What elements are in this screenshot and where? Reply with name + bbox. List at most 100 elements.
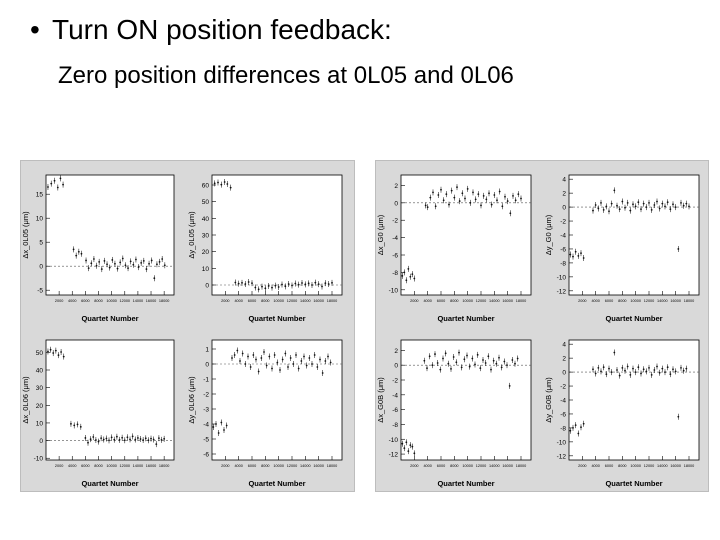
dy-g0b-point-36: [672, 368, 674, 371]
dx-g0b-point-26: [474, 363, 476, 366]
dy-0l06-point-11: [244, 363, 247, 365]
dy-g0-point-28: [650, 208, 653, 211]
dx-g0b-point-27: [476, 353, 479, 356]
dx-0l06-point-3: [54, 349, 57, 352]
dx-0l05-xtick-label-3: 8000: [94, 299, 102, 303]
dy-0l06-xtick-label-2: 6000: [248, 464, 256, 468]
dx-g0b-xtick-label-2: 6000: [437, 464, 445, 468]
dx-g0-ytick-label-4: -2: [392, 218, 398, 225]
dy-0l05-ytick-label-3: 30: [202, 233, 210, 240]
dx-g0-xtick-label-5: 12000: [476, 299, 487, 303]
dx-0l06-xtick-label-1: 4000: [68, 464, 76, 468]
dy-g0b-point-41: [685, 367, 688, 370]
dy-g0-point-14: [613, 189, 616, 192]
dy-g0b-ytick-label-2: -8: [560, 425, 566, 432]
dx-0l05-xtick-label-2: 6000: [81, 299, 89, 303]
dx-0l05-xtick-label-5: 12000: [119, 299, 130, 303]
dx-0l05-ytick-label-1: 0: [39, 264, 43, 271]
dx-g0-point-37: [504, 195, 506, 198]
dy-g0b-frame: [568, 339, 700, 461]
dx-g0-point-24: [469, 201, 472, 204]
dy-g0b-point-40: [682, 369, 685, 372]
dx-0l06-xtick-label-8: 18000: [159, 464, 170, 468]
dy-0l05-point-25: [297, 283, 300, 286]
dy-g0b-point-29: [653, 369, 656, 371]
dy-0l05-ytick-label-1: 10: [202, 266, 210, 273]
dy-g0b-ytick-label-0: -12: [557, 453, 567, 460]
dx-g0b-point-0: [401, 442, 404, 445]
dx-g0-ytick-label-6: 2: [394, 183, 398, 190]
dy-g0b-point-11: [605, 373, 608, 376]
dy-0l05-point-34: [327, 283, 330, 285]
dy-g0-point-11: [605, 205, 608, 208]
dy-0l06-point-5: [225, 424, 228, 427]
dx-g0-point-5: [411, 273, 414, 276]
dy-0l05-point-15: [264, 287, 267, 290]
dy-0l06-point-28: [289, 357, 292, 359]
dx-g0b-point-41: [514, 362, 516, 365]
dx-0l05-point-5: [62, 183, 64, 186]
dy-g0b-point-12: [608, 367, 610, 370]
dy-0l06-xtick-label-4: 10000: [273, 464, 284, 468]
dy-0l05-xtick-label-6: 14000: [300, 299, 311, 303]
dx-0l06-frame: [45, 339, 175, 461]
dy-0l05-point-35: [331, 281, 333, 284]
dx-0l06-xtick-label-5: 12000: [119, 464, 130, 468]
dy-g0b-point-34: [666, 366, 669, 369]
dy-g0-point-36: [672, 203, 674, 206]
dx-g0b-point-33: [492, 359, 495, 362]
dy-0l06-point-12: [247, 355, 249, 358]
dx-0l05-point-11: [87, 267, 90, 270]
dx-g0-point-35: [498, 190, 501, 193]
dy-0l06-point-19: [265, 364, 268, 367]
dy-0l05-point-28: [307, 282, 310, 285]
dx-0l05-point-19: [108, 266, 111, 269]
dy-g0-point-20: [629, 209, 632, 212]
dy-0l06-point-41: [324, 360, 327, 362]
dy-0l06-point-20: [268, 355, 271, 358]
dx-g0b-point-30: [484, 362, 487, 364]
dy-0l06-point-32: [300, 360, 303, 362]
dy-0l06-xtick-label-1: 4000: [234, 464, 242, 468]
dy-g0b-point-4: [580, 426, 582, 429]
dx-g0-xtick-label-3: 8000: [450, 299, 458, 303]
dx-g0b-xtick-label-4: 10000: [462, 464, 473, 468]
dx-g0-point-14: [442, 199, 445, 202]
dx-g0-ytick-label-5: 0: [394, 200, 398, 207]
dx-0l05-xtick-label-8: 18000: [159, 299, 170, 303]
dx-g0-point-27: [477, 193, 480, 196]
dx-0l06-point-14: [92, 436, 95, 438]
dx-g0b-point-12: [436, 362, 439, 364]
dy-0l06-point-30: [295, 354, 297, 356]
dy-0l05-point-32: [321, 285, 323, 288]
dx-0l06-ytick-label-3: 20: [36, 403, 44, 410]
dy-0l06-point-6: [231, 357, 233, 359]
dy-0l06-ytick-label-5: -1: [203, 377, 209, 384]
dy-0l05-point-14: [261, 285, 263, 288]
dy-0l06-point-7: [233, 354, 236, 356]
slide-title: • Turn ON position feedback:: [30, 14, 392, 46]
dy-0l05-point-20: [281, 283, 283, 286]
dy-g0-point-5: [582, 257, 585, 259]
dx-0l06-point-39: [158, 437, 160, 440]
dx-0l06-point-38: [155, 443, 158, 446]
dx-0l06-point-31: [136, 437, 139, 439]
dy-g0b-point-32: [661, 367, 664, 370]
dy-0l06-point-13: [249, 366, 252, 368]
dy-g0b-point-7: [594, 372, 597, 375]
dy-g0b-xtick-label-8: 18000: [684, 464, 695, 468]
dx-0l05-point-26: [127, 267, 129, 270]
dx-0l05-point-9: [80, 252, 83, 255]
dy-0l05-xtick-label-8: 18000: [327, 299, 338, 303]
dy-g0-point-7: [594, 204, 597, 206]
dx-0l05-point-29: [135, 258, 137, 261]
dx-0l06-xtick-label-3: 8000: [94, 464, 102, 468]
dx-0l05-point-20: [111, 259, 114, 261]
dy-0l06-point-9: [239, 360, 241, 362]
dx-g0b-ytick-label-1: -10: [389, 437, 399, 444]
dy-0l05-point-21: [284, 285, 287, 288]
dx-0l06-point-2: [52, 352, 55, 354]
dy-g0-xtick-label-4: 10000: [630, 299, 641, 303]
dx-0l05-point-1: [50, 182, 53, 185]
